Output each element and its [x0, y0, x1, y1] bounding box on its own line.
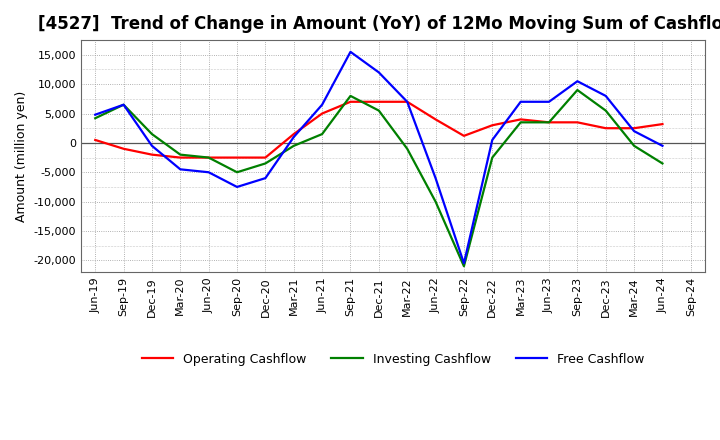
Operating Cashflow [601, 125, 610, 131]
Free Cashflow [261, 176, 270, 181]
Free Cashflow [346, 49, 355, 55]
Operating Cashflow [176, 155, 184, 160]
Investing Cashflow [204, 155, 213, 160]
Investing Cashflow [176, 152, 184, 157]
Free Cashflow [374, 70, 383, 75]
Legend: Operating Cashflow, Investing Cashflow, Free Cashflow: Operating Cashflow, Investing Cashflow, … [137, 348, 649, 371]
Investing Cashflow [431, 199, 440, 204]
Free Cashflow [176, 167, 184, 172]
Free Cashflow [658, 143, 667, 148]
Free Cashflow [630, 128, 639, 134]
Investing Cashflow [545, 120, 554, 125]
Investing Cashflow [630, 143, 639, 148]
Investing Cashflow [261, 161, 270, 166]
Free Cashflow [204, 170, 213, 175]
Free Cashflow [403, 99, 412, 104]
Free Cashflow [318, 102, 326, 107]
Operating Cashflow [233, 155, 241, 160]
Operating Cashflow [289, 132, 298, 137]
Investing Cashflow [346, 93, 355, 99]
Line: Investing Cashflow: Investing Cashflow [95, 90, 662, 266]
Operating Cashflow [431, 117, 440, 122]
Operating Cashflow [318, 111, 326, 116]
Operating Cashflow [488, 123, 497, 128]
Investing Cashflow [318, 132, 326, 137]
Free Cashflow [601, 93, 610, 99]
Operating Cashflow [204, 155, 213, 160]
Investing Cashflow [573, 88, 582, 93]
Investing Cashflow [403, 146, 412, 151]
Investing Cashflow [91, 116, 99, 121]
Investing Cashflow [120, 102, 128, 107]
Free Cashflow [488, 137, 497, 143]
Operating Cashflow [459, 133, 468, 139]
Investing Cashflow [459, 264, 468, 269]
Operating Cashflow [261, 155, 270, 160]
Operating Cashflow [545, 120, 554, 125]
Investing Cashflow [289, 143, 298, 148]
Investing Cashflow [516, 120, 525, 125]
Line: Free Cashflow: Free Cashflow [95, 52, 662, 263]
Free Cashflow [289, 134, 298, 139]
Operating Cashflow [658, 121, 667, 127]
Free Cashflow [516, 99, 525, 104]
Investing Cashflow [488, 155, 497, 160]
Operating Cashflow [374, 99, 383, 104]
Line: Operating Cashflow: Operating Cashflow [95, 102, 662, 158]
Free Cashflow [459, 260, 468, 266]
Free Cashflow [545, 99, 554, 104]
Investing Cashflow [148, 132, 156, 137]
Operating Cashflow [91, 137, 99, 143]
Operating Cashflow [516, 117, 525, 122]
Operating Cashflow [573, 120, 582, 125]
Free Cashflow [233, 184, 241, 190]
Investing Cashflow [658, 161, 667, 166]
Free Cashflow [431, 176, 440, 181]
Operating Cashflow [630, 125, 639, 131]
Title: [4527]  Trend of Change in Amount (YoY) of 12Mo Moving Sum of Cashflows: [4527] Trend of Change in Amount (YoY) o… [38, 15, 720, 33]
Free Cashflow [120, 102, 128, 107]
Free Cashflow [91, 112, 99, 117]
Investing Cashflow [601, 108, 610, 113]
Operating Cashflow [120, 146, 128, 151]
Operating Cashflow [346, 99, 355, 104]
Operating Cashflow [148, 152, 156, 157]
Operating Cashflow [403, 99, 412, 104]
Free Cashflow [573, 79, 582, 84]
Free Cashflow [148, 143, 156, 148]
Investing Cashflow [374, 108, 383, 113]
Investing Cashflow [233, 170, 241, 175]
Y-axis label: Amount (million yen): Amount (million yen) [15, 91, 28, 222]
